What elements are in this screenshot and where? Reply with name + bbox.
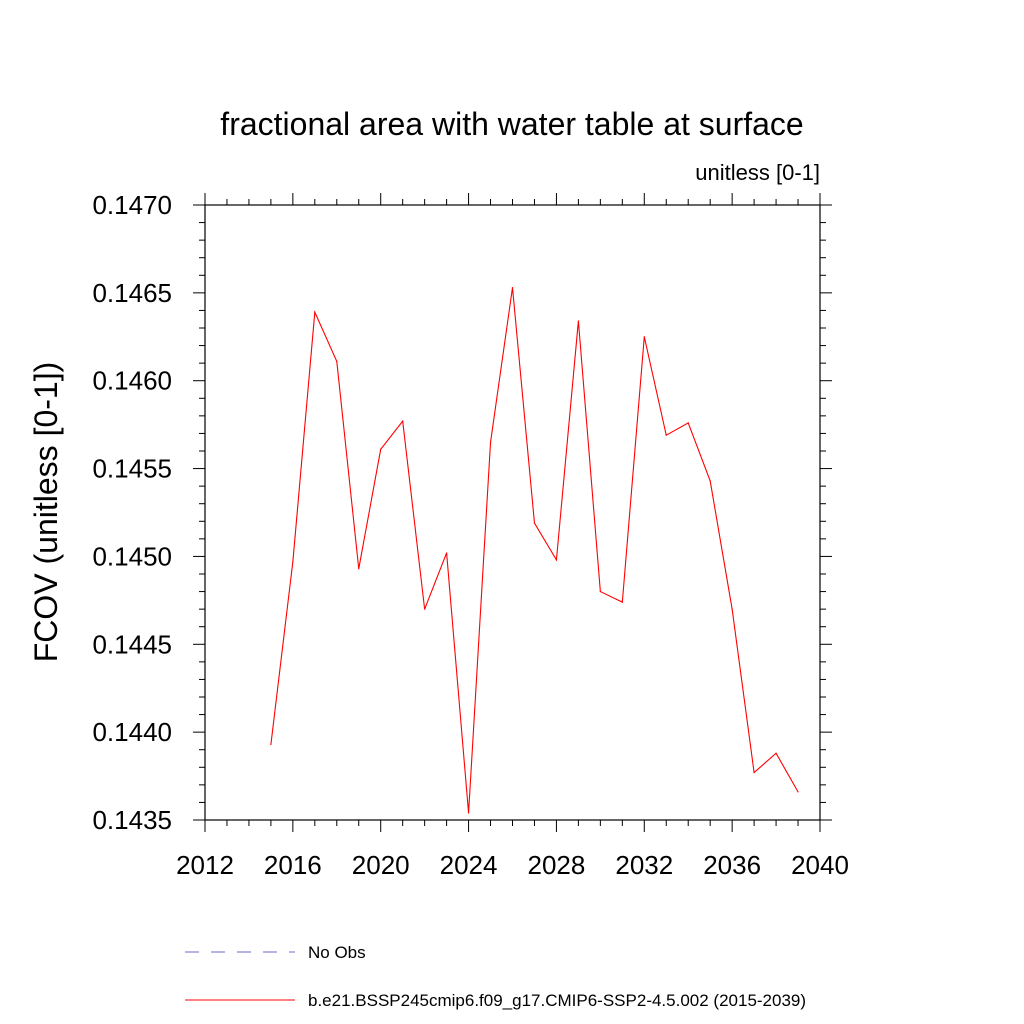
- chart-subtitle: unitless [0-1]: [695, 160, 820, 185]
- x-tick-label: 2016: [264, 850, 322, 880]
- y-tick-label: 0.1465: [92, 278, 172, 308]
- y-tick-label: 0.1455: [92, 454, 172, 484]
- y-tick-label: 0.1450: [92, 541, 172, 571]
- data-point: [380, 448, 382, 450]
- series-layer: [270, 286, 799, 814]
- legend: No Obs b.e21.BSSP245cmip6.f09_g17.CMIP6-S…: [185, 943, 806, 1010]
- data-point: [489, 441, 492, 443]
- axis-ticks: 2012 2016 2020 2024 2028 2032 2036 2040 0.1435 0.…: [92, 190, 848, 880]
- chart-title: fractional area with water table at surf…: [220, 106, 803, 142]
- data-point: [709, 480, 711, 482]
- y-tick-label: 0.1445: [92, 629, 172, 659]
- x-tick-label: 2024: [440, 850, 498, 880]
- data-point: [314, 311, 316, 313]
- data-point: [533, 522, 536, 524]
- data-point: [687, 422, 689, 424]
- data-point: [731, 608, 733, 610]
- data-point: [577, 320, 579, 322]
- data-point: [511, 286, 514, 289]
- data-point: [358, 568, 360, 570]
- data-point: [467, 812, 470, 814]
- x-tick-label: 2012: [176, 850, 234, 880]
- legend-label: b.e21.BSSP245cmip6.f09_g17.CMIP6-SSP2-4.…: [308, 991, 806, 1010]
- data-point: [336, 360, 338, 362]
- y-tick-label: 0.1435: [92, 805, 172, 835]
- data-point: [424, 608, 426, 610]
- y-axis-label: FCOV (unitless [0-1]): [28, 362, 64, 663]
- data-point: [292, 561, 294, 563]
- x-tick-label: 2036: [703, 850, 761, 880]
- legend-label: No Obs: [308, 943, 366, 962]
- data-point: [555, 559, 558, 561]
- x-tick-label: 2040: [791, 850, 849, 880]
- data-point: [599, 590, 601, 593]
- data-point: [446, 552, 448, 554]
- data-point: [402, 420, 404, 422]
- data-point: [270, 743, 272, 746]
- y-tick-label: 0.1470: [92, 190, 172, 220]
- data-point: [643, 336, 645, 338]
- y-tick-label: 0.1440: [92, 717, 172, 747]
- data-point: [775, 752, 777, 754]
- y-tick-label: 0.1460: [92, 366, 172, 396]
- data-point: [621, 601, 623, 603]
- data-point: [797, 791, 799, 793]
- x-tick-label: 2020: [352, 850, 410, 880]
- series-line: [270, 287, 799, 814]
- data-point: [753, 771, 755, 774]
- x-tick-label: 2032: [615, 850, 673, 880]
- x-tick-label: 2028: [528, 850, 586, 880]
- data-point: [665, 434, 667, 436]
